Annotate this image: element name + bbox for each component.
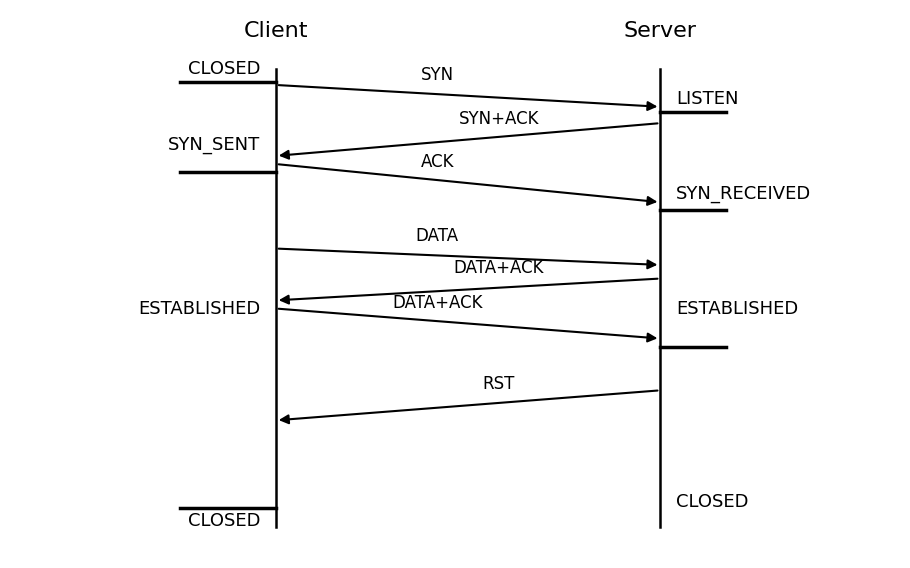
Text: SYN: SYN [420, 66, 454, 84]
Text: SYN+ACK: SYN+ACK [459, 110, 539, 127]
Text: CLOSED: CLOSED [187, 512, 260, 530]
Text: LISTEN: LISTEN [676, 90, 739, 107]
Text: ESTABLISHED: ESTABLISHED [138, 299, 260, 318]
Text: SYN_RECEIVED: SYN_RECEIVED [676, 185, 812, 203]
Text: SYN_SENT: SYN_SENT [168, 136, 260, 154]
Text: DATA+ACK: DATA+ACK [392, 294, 482, 311]
Text: CLOSED: CLOSED [187, 60, 260, 78]
Text: Client: Client [244, 22, 308, 41]
Text: RST: RST [482, 375, 515, 393]
Text: ESTABLISHED: ESTABLISHED [676, 299, 798, 318]
Text: DATA+ACK: DATA+ACK [453, 260, 544, 277]
Text: ACK: ACK [420, 153, 454, 171]
Text: Server: Server [623, 22, 697, 41]
Text: DATA: DATA [416, 227, 459, 245]
Text: CLOSED: CLOSED [676, 493, 749, 511]
